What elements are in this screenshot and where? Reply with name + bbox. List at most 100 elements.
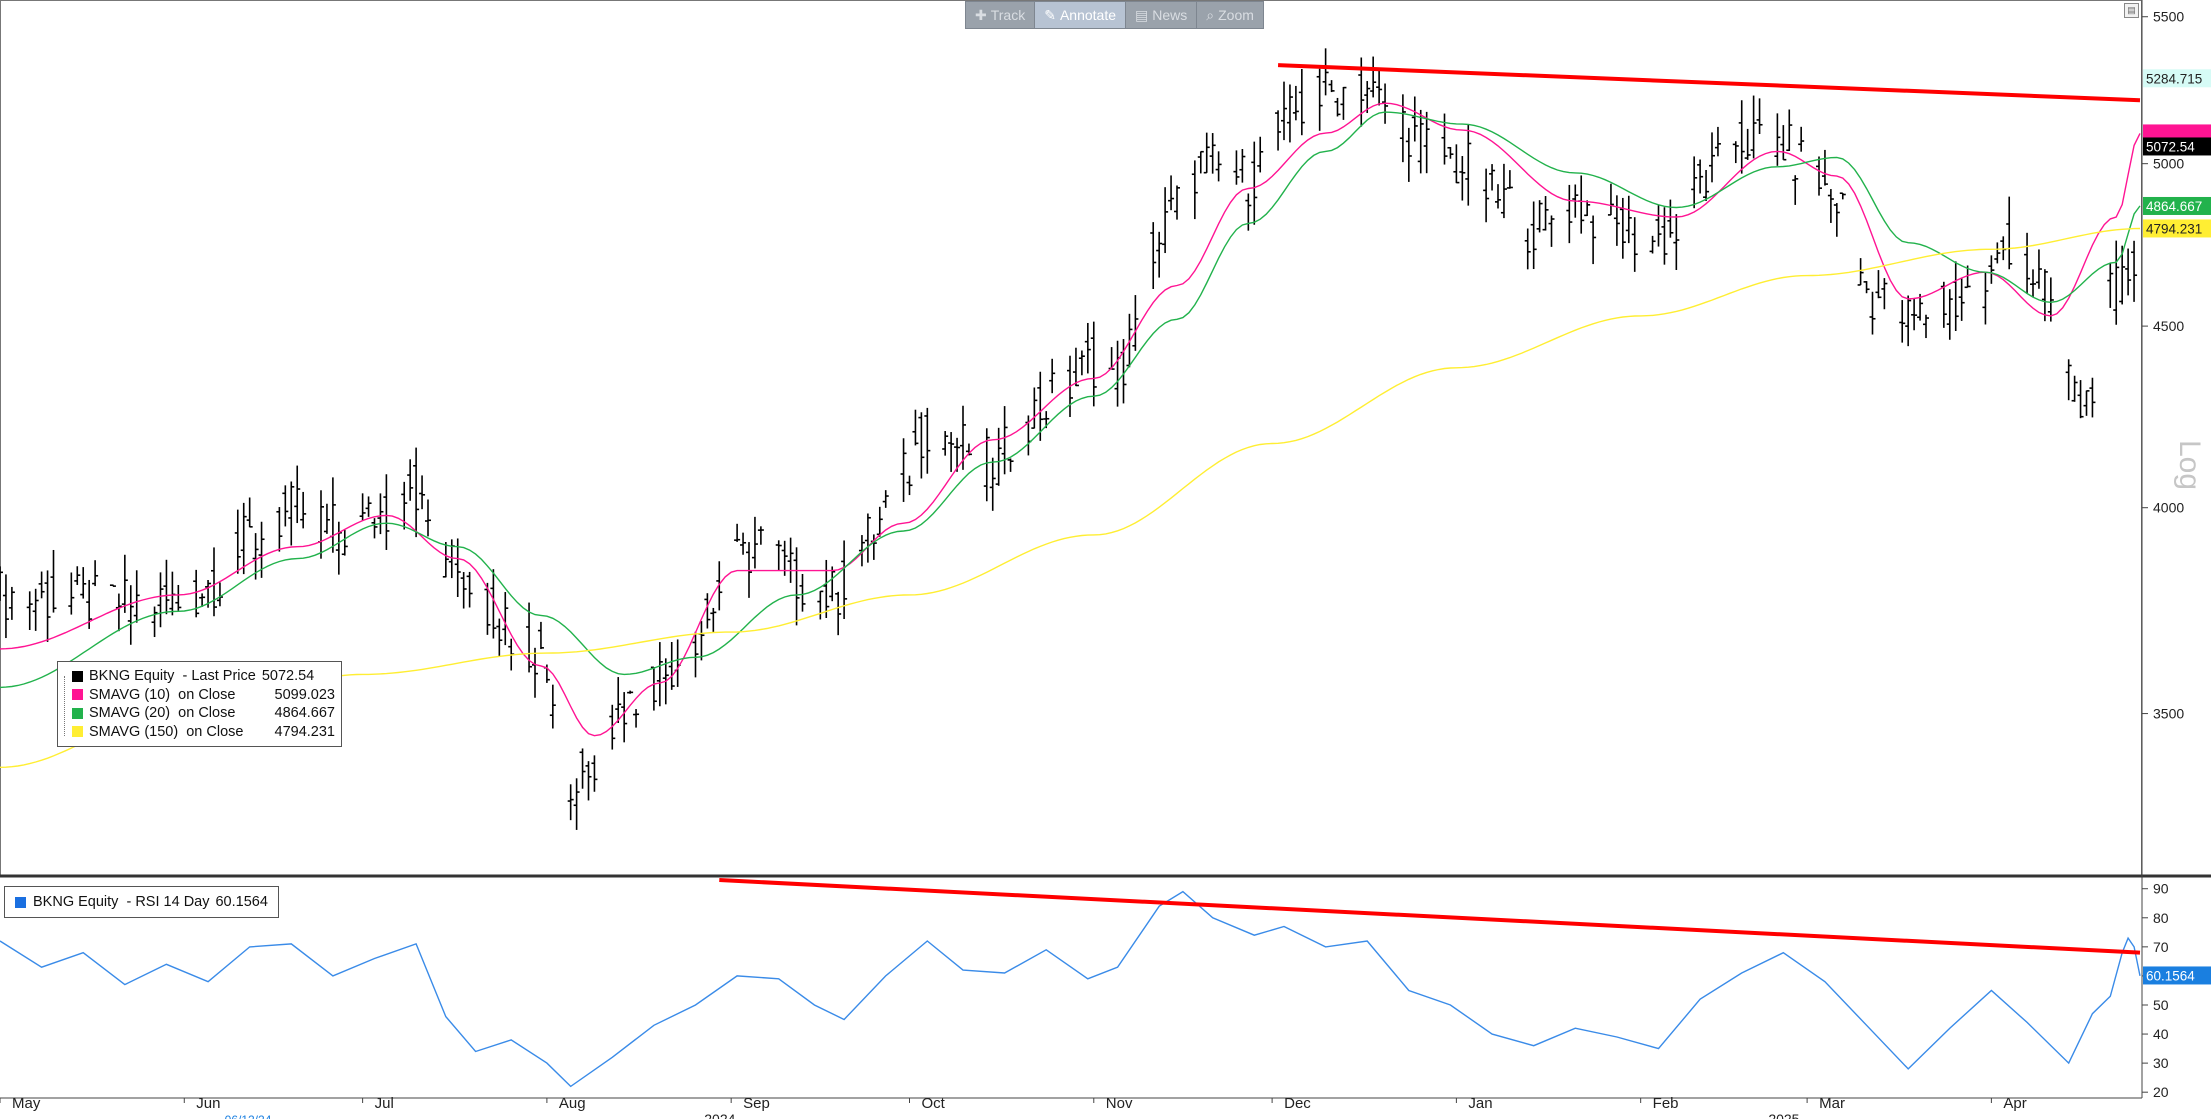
price-bar xyxy=(1292,85,1299,121)
rsi-value-tag-box xyxy=(2143,966,2211,985)
price-bar xyxy=(1673,214,1680,270)
price-bar xyxy=(829,566,836,602)
price-bar xyxy=(995,427,1002,486)
price-bar xyxy=(1191,160,1198,220)
annotate-button[interactable]: ✎ Annotate xyxy=(1035,2,1127,28)
x-month-label: Oct xyxy=(922,1095,946,1112)
price-bar xyxy=(1156,231,1163,278)
price-bar xyxy=(1174,185,1180,220)
price-bar xyxy=(1631,217,1638,272)
legend-row-sma20: SMAVG (20) on Close 4864.667 xyxy=(66,704,335,723)
price-bar xyxy=(1334,97,1341,117)
price-bar xyxy=(799,573,806,612)
price-bar xyxy=(1792,175,1799,205)
price-bar xyxy=(1001,406,1008,475)
price-bar xyxy=(1923,314,1929,339)
price-bar xyxy=(86,579,93,629)
rsi-value-tag-label: 60.1564 xyxy=(2146,968,2195,983)
price-bar xyxy=(163,559,170,615)
price-bar xyxy=(216,582,223,607)
price-bar xyxy=(1441,113,1448,165)
price-bar xyxy=(983,428,990,502)
price-bar xyxy=(1578,175,1585,234)
rsi-y-tick-label: 40 xyxy=(2153,1026,2169,1042)
price-bar xyxy=(240,502,247,575)
rsi-y-tick-label: 80 xyxy=(2153,910,2169,926)
legend-swatch xyxy=(72,689,83,701)
price-bar xyxy=(1827,189,1834,223)
price-bar xyxy=(698,621,705,661)
price-bar xyxy=(918,412,925,479)
resistance-tag-label: 5284.715 xyxy=(2146,71,2202,86)
price-bar xyxy=(627,690,634,694)
price-bar xyxy=(1031,387,1038,429)
news-button[interactable]: ▤ News xyxy=(1126,2,1198,28)
price-bar xyxy=(1738,100,1745,174)
price-bar xyxy=(573,778,580,830)
price-bar xyxy=(1691,156,1698,209)
price-bar xyxy=(1530,201,1537,270)
price-bar xyxy=(1732,141,1739,164)
last-price-tag-label: 5072.54 xyxy=(2146,139,2195,154)
price-bar xyxy=(1114,340,1121,407)
price-bar xyxy=(2,574,9,639)
price-bar xyxy=(900,438,907,502)
zoom-button[interactable]: ⌕ Zoom xyxy=(1206,6,1254,24)
price-bar xyxy=(276,507,283,552)
price-bar xyxy=(1411,96,1418,142)
price-bar xyxy=(407,459,414,501)
y-tick-label: 5000 xyxy=(2153,156,2184,172)
x-month-label: Aug xyxy=(559,1095,586,1112)
price-bar xyxy=(1988,255,1995,284)
price-bar xyxy=(615,677,622,724)
legend-swatch xyxy=(15,896,26,908)
price-bar xyxy=(1150,222,1157,289)
price-bar xyxy=(650,666,657,711)
rsi-legend[interactable]: BKNG Equity - RSI 14 Day 60.1564 xyxy=(4,886,279,918)
price-bar xyxy=(454,538,461,598)
price-bar xyxy=(1590,215,1597,265)
price-bar xyxy=(1542,196,1549,231)
x-month-label: Jan xyxy=(1468,1095,1492,1112)
price-bar xyxy=(668,642,675,690)
price-bar xyxy=(442,542,449,578)
price-bar xyxy=(1780,125,1787,161)
price-bar xyxy=(1239,148,1246,183)
price-bar xyxy=(1168,175,1175,211)
price-bar xyxy=(716,561,723,611)
price-bar xyxy=(2006,196,2013,270)
sma150-tag-label: 4794.231 xyxy=(2146,221,2202,236)
price-bar xyxy=(1709,132,1715,183)
price-bar xyxy=(775,540,782,571)
price-bar xyxy=(1875,270,1882,299)
y-tick-label: 4500 xyxy=(2153,318,2184,334)
legend-swatch xyxy=(72,726,83,738)
price-legend[interactable]: BKNG Equity - Last Price 5072.54 SMAVG (… xyxy=(57,661,342,747)
price-bar xyxy=(1756,98,1763,134)
price-bar xyxy=(211,547,217,617)
price-bar xyxy=(2041,269,2048,322)
track-button[interactable]: ✚ Track xyxy=(966,2,1036,28)
rsi-y-tick-label: 20 xyxy=(2153,1084,2169,1100)
price-bar xyxy=(157,572,164,628)
chart-options-icon[interactable]: ▤ xyxy=(2124,3,2139,18)
price-bar xyxy=(1536,200,1543,233)
price-bar xyxy=(234,509,241,574)
x-month-label: Jun xyxy=(196,1095,220,1112)
price-bar xyxy=(1703,169,1710,202)
price-bar xyxy=(1940,281,1947,328)
sma150-tag: 4794.231 xyxy=(2143,219,2211,238)
price-bar xyxy=(2089,377,2096,418)
price-bar xyxy=(490,569,497,639)
price-bar xyxy=(1506,170,1513,189)
price-bar xyxy=(1340,86,1347,120)
price-bar xyxy=(1584,200,1591,217)
news-icon: ▤ xyxy=(1135,6,1149,23)
price-bar xyxy=(2065,359,2072,401)
price-bar xyxy=(359,493,366,522)
price-bar xyxy=(532,647,538,698)
price-bar xyxy=(2071,375,2078,402)
price-bar xyxy=(2107,263,2114,308)
legend-row-sma10: SMAVG (10) on Close 5099.023 xyxy=(66,686,335,705)
